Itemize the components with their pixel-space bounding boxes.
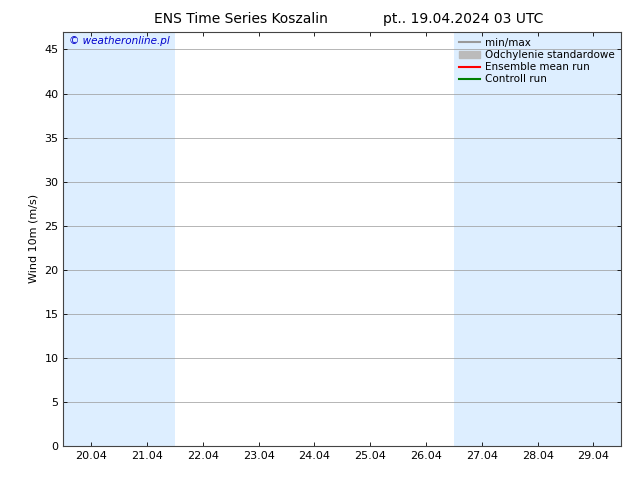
Text: pt.. 19.04.2024 03 UTC: pt.. 19.04.2024 03 UTC [383,12,543,26]
Text: © weatheronline.pl: © weatheronline.pl [69,36,170,46]
Bar [510,32,566,446]
Bar [566,32,621,446]
Bar [63,32,119,446]
Bar [454,32,510,446]
Bar [119,32,175,446]
Legend: min/max, Odchylenie standardowe, Ensemble mean run, Controll run: min/max, Odchylenie standardowe, Ensembl… [455,34,619,89]
Text: ENS Time Series Koszalin: ENS Time Series Koszalin [154,12,328,26]
Y-axis label: Wind 10m (m/s): Wind 10m (m/s) [29,195,39,283]
